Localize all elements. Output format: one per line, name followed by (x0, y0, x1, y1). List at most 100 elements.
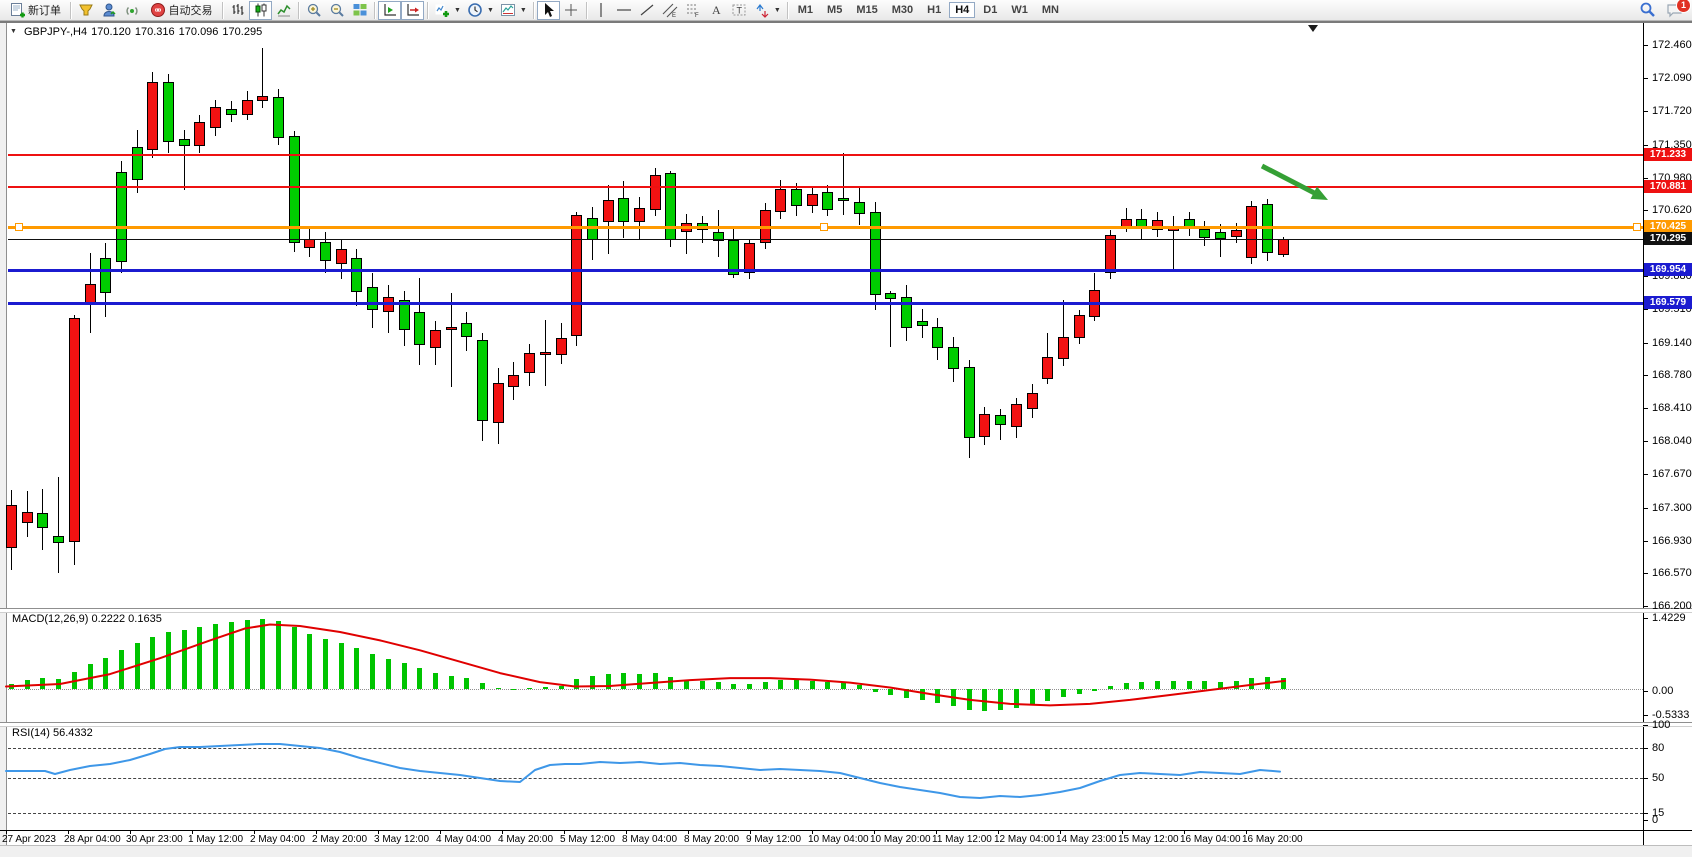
macd-histogram-bar (1187, 680, 1192, 689)
crosshair-button[interactable] (560, 1, 583, 20)
periods-button[interactable]: ▼ (464, 1, 497, 20)
line-handle[interactable] (15, 223, 23, 231)
candle-body (1246, 205, 1257, 258)
price-tick-label: 166.200 (1652, 600, 1692, 612)
macd-histogram-bar (449, 676, 454, 689)
channel-tool-button[interactable]: E (659, 1, 682, 20)
search-button[interactable] (1639, 1, 1656, 23)
macd-histogram-bar (668, 677, 673, 689)
timeframe-m1-button[interactable]: M1 (797, 4, 814, 16)
candle-wick (1173, 216, 1174, 272)
pane-separator[interactable] (0, 608, 1692, 613)
candle-body (477, 339, 488, 422)
pane-separator[interactable] (0, 722, 1692, 727)
timeframe-w1-button[interactable]: W1 (1011, 4, 1028, 16)
time-tick-label: 2 May 04:00 (250, 834, 306, 845)
timeframe-d1-button[interactable]: D1 (983, 4, 998, 16)
chat-button[interactable]: 1 (1666, 0, 1691, 23)
timeframe-m15-button[interactable]: M15 (856, 4, 878, 16)
resistance-line-2[interactable] (8, 186, 1643, 188)
svg-text:T: T (737, 6, 743, 16)
chart-shift-button[interactable] (378, 0, 401, 20)
current-price-line[interactable] (8, 239, 1643, 240)
symbol-dropdown-icon[interactable]: ▼ (10, 28, 17, 35)
candle-body (37, 513, 48, 529)
macd-tick (1643, 691, 1648, 692)
support-line-2[interactable] (8, 302, 1643, 305)
candle-body (210, 106, 221, 129)
signals-button[interactable] (120, 1, 143, 20)
macd-histogram-bar (25, 680, 30, 689)
price-tick-label: 166.570 (1652, 567, 1692, 579)
candle-body (791, 189, 802, 207)
history-center-button[interactable] (74, 1, 97, 20)
cursor-button[interactable] (536, 0, 560, 20)
trendline-icon (640, 4, 654, 16)
chat-badge: 1 (1676, 0, 1691, 13)
macd-histogram-bar (323, 639, 328, 689)
chart-shift-marker-icon[interactable] (1308, 25, 1318, 32)
timeframe-h4-button[interactable]: H4 (949, 2, 976, 18)
line-handle[interactable] (820, 223, 828, 231)
annotation-arrow-shaft[interactable] (1260, 163, 1321, 198)
candle-body (540, 351, 551, 356)
time-tick-label: 30 Apr 23:00 (126, 834, 183, 845)
fibonacci-tool-button[interactable]: F (682, 1, 705, 20)
algo-trading-button[interactable]: 自动交易 (143, 1, 219, 20)
candle-body (1011, 403, 1022, 427)
zoom-out-button[interactable] (325, 1, 348, 20)
time-tick-label: 11 May 12:00 (932, 834, 992, 845)
timeframe-mn-button[interactable]: MN (1041, 4, 1059, 16)
annotation-arrow-head[interactable] (1310, 186, 1328, 200)
candle-body (85, 283, 96, 304)
candle-wick (686, 213, 687, 254)
zoom-in-button[interactable] (302, 1, 325, 20)
timeframe-h1-button[interactable]: H1 (927, 4, 942, 16)
support-line-1[interactable] (8, 269, 1643, 272)
zoom-out-icon (330, 3, 344, 17)
horizontal-line-tool-button[interactable] (613, 1, 636, 20)
price-tick-label: 168.780 (1652, 369, 1692, 381)
tile-windows-button[interactable] (348, 1, 371, 20)
time-tick-label: 14 May 23:00 (1056, 834, 1117, 845)
text-label-icon: T (732, 4, 746, 16)
macd-axis-label: -0.5333 (1652, 709, 1690, 721)
new-order-button[interactable]: 新订单 (3, 1, 67, 20)
time-tick-label: 5 May 12:00 (560, 834, 616, 845)
trendline-tool-button[interactable] (636, 1, 659, 20)
macd-histogram-bar (1249, 678, 1254, 689)
line-handle[interactable] (1633, 223, 1641, 231)
timeframe-m30-button[interactable]: M30 (891, 4, 914, 16)
text-tool-button[interactable]: A (705, 1, 728, 20)
candle-wick (1220, 224, 1221, 257)
indicators-button[interactable]: ▼ (431, 1, 464, 20)
line-chart-button[interactable] (272, 1, 295, 20)
label-tool-button[interactable]: T (728, 1, 751, 20)
bar-chart-button[interactable] (226, 1, 249, 20)
candle-body (399, 299, 410, 331)
templates-button[interactable]: ▼ (497, 1, 530, 20)
separator (374, 1, 375, 19)
rsi-axis-label: 50 (1652, 772, 1665, 784)
candle-body (634, 208, 645, 222)
price-tick-label: 171.720 (1652, 105, 1692, 117)
macd-histogram-bar (135, 643, 140, 689)
candle-wick (262, 47, 263, 108)
price-axis-line (1643, 23, 1644, 845)
rsi-label: RSI(14) 56.4332 (12, 727, 93, 739)
arrows-tool-button[interactable]: ▼ (751, 1, 784, 20)
price-tick (1643, 45, 1648, 46)
strategy-tester-button[interactable] (97, 1, 120, 20)
resistance-line-1[interactable] (8, 154, 1643, 156)
timeframe-m5-button[interactable]: M5 (827, 4, 843, 16)
time-tick-label: 10 May 20:00 (870, 834, 931, 845)
vertical-line-tool-button[interactable] (590, 1, 613, 20)
auto-scroll-button[interactable] (401, 0, 424, 20)
macd-histogram-bar (72, 671, 77, 689)
price-tick (1643, 408, 1648, 409)
candle-body (713, 231, 724, 242)
price-tick (1643, 343, 1648, 344)
candlestick-chart-button[interactable] (249, 0, 272, 20)
macd-axis-label: 1.4229 (1652, 612, 1686, 624)
